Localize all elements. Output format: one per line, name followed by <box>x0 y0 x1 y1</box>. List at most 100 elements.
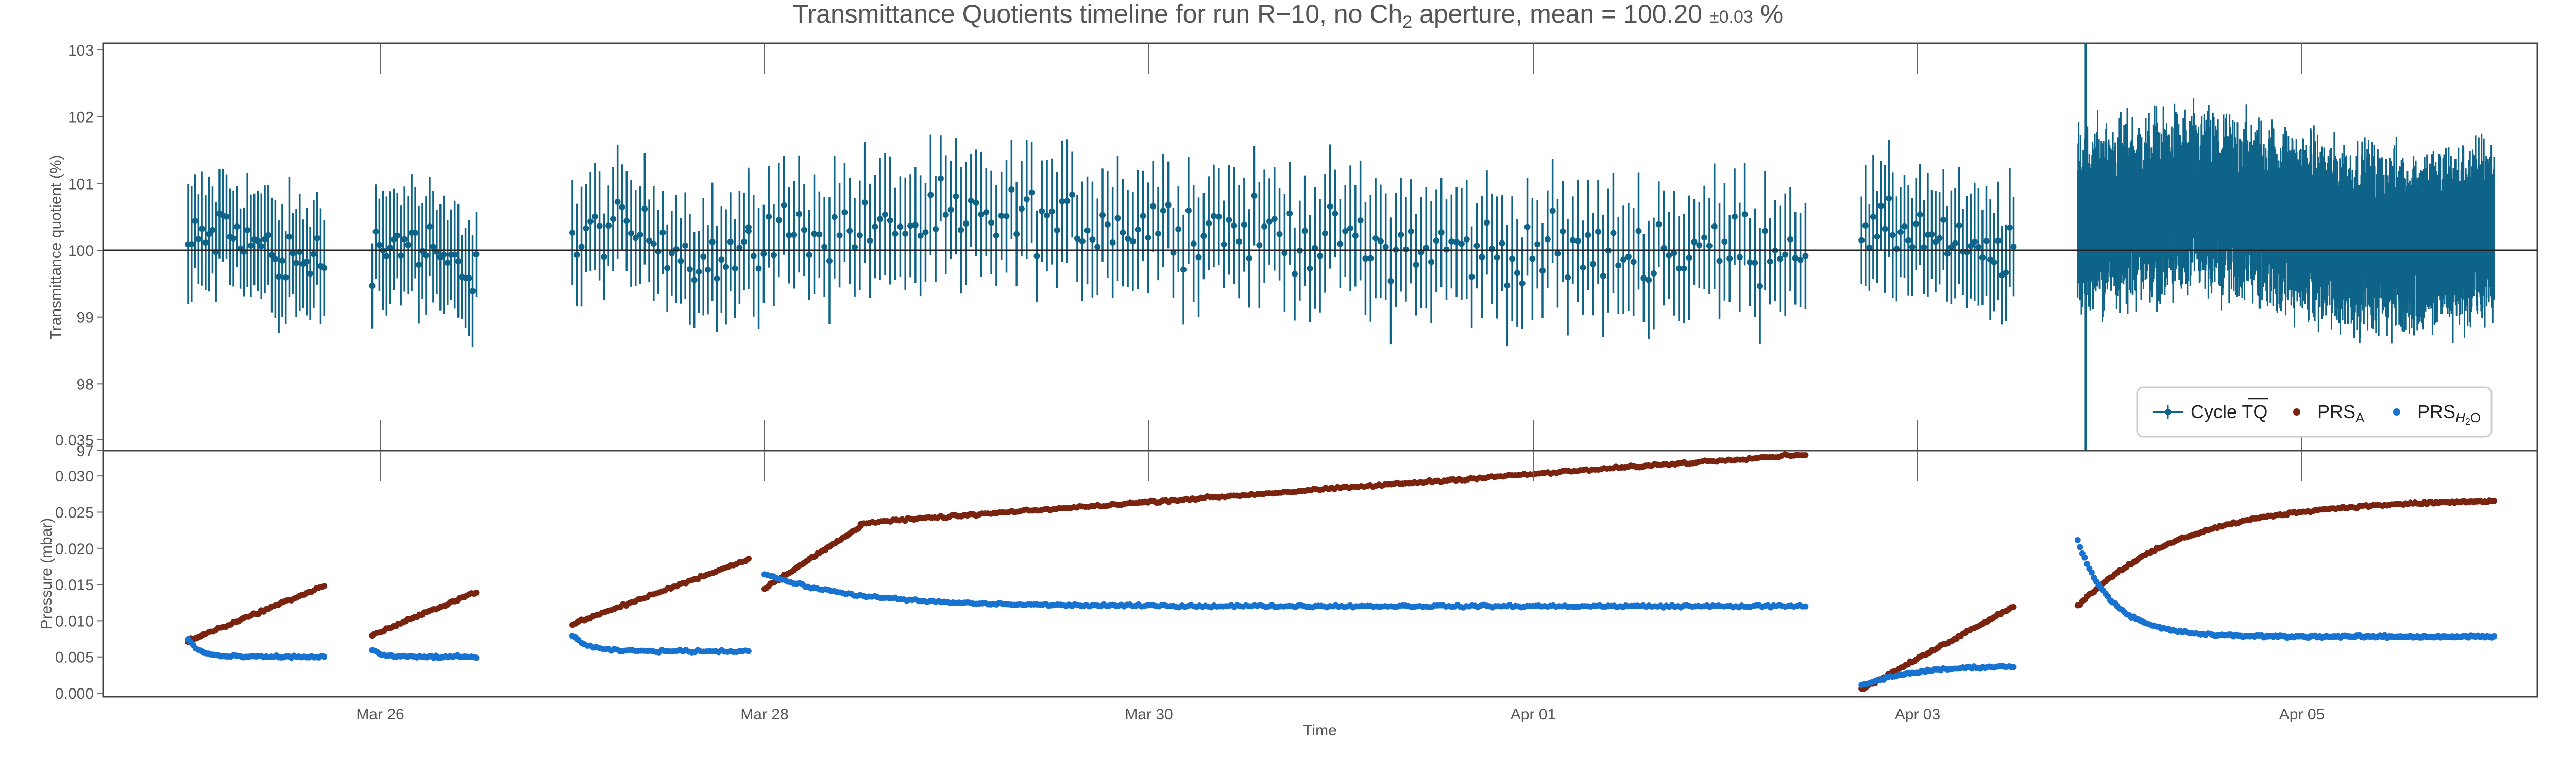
tq-point <box>1574 237 1581 244</box>
tq-point <box>1246 255 1252 262</box>
tq-point <box>1312 245 1318 251</box>
tq-point <box>760 250 767 257</box>
tq-point <box>1889 232 1896 238</box>
tq-point <box>846 228 853 234</box>
tq-point <box>206 231 212 237</box>
x-tick-label: Mar 30 <box>1125 706 1173 723</box>
tq-point <box>1519 280 1526 287</box>
tq-point <box>202 239 209 246</box>
tq-point <box>1539 267 1546 274</box>
tq-point <box>1236 238 1243 245</box>
tq-point <box>686 266 693 272</box>
tq-point <box>1185 207 1192 214</box>
legend-item-prs-h2o: PRSH2O <box>2393 401 2481 427</box>
tq-point <box>1008 186 1015 193</box>
tq-point <box>998 212 1005 219</box>
tq-point <box>1882 226 1888 232</box>
tq-point <box>1317 252 1324 259</box>
tq-point <box>958 227 964 233</box>
x-tick-label: Apr 03 <box>1895 706 1940 723</box>
tq-point <box>953 193 959 200</box>
tq-point <box>1620 256 1627 263</box>
tq-point <box>1307 265 1313 272</box>
tq-point <box>1975 244 1982 250</box>
tq-point <box>307 270 314 277</box>
tq-point <box>1003 213 1010 219</box>
prs-h2o-point <box>745 648 752 654</box>
tq-point <box>801 227 807 233</box>
tq-point <box>1600 272 1606 279</box>
tq-point <box>1676 265 1683 272</box>
tq-point <box>1109 239 1116 246</box>
tq-point <box>852 244 858 250</box>
tq-point <box>619 204 625 211</box>
tq-point <box>293 260 300 266</box>
tq-point <box>1514 270 1520 277</box>
tq-point <box>1044 212 1050 219</box>
tq-point <box>1721 238 1728 245</box>
pressure-ytick-label: 0.020 <box>55 541 94 558</box>
tq-point <box>628 230 634 236</box>
tq-point <box>1569 237 1576 244</box>
tq-point <box>310 251 317 257</box>
tq-point <box>1494 254 1500 261</box>
tq-point <box>942 211 949 218</box>
tq-point <box>195 236 202 243</box>
tq-point <box>691 277 698 283</box>
prs-a-point <box>1802 452 1809 458</box>
tq-point <box>233 223 240 230</box>
tq-point <box>387 244 394 251</box>
tq-point <box>1286 210 1293 217</box>
tq-point <box>1534 241 1541 248</box>
tq-point <box>1625 253 1632 260</box>
tq-point <box>1580 264 1586 271</box>
tq-point <box>405 242 412 248</box>
tq-point <box>750 252 757 259</box>
tq-point <box>2006 224 2013 231</box>
tq-point <box>1747 259 1753 265</box>
pressure-ylabel: Pressure (mbar) <box>38 518 55 630</box>
tq-point <box>1509 255 1516 262</box>
tq-point <box>1858 237 1865 244</box>
tq-point <box>1226 217 1232 223</box>
tq-point <box>732 265 738 272</box>
tq-point <box>583 225 589 232</box>
tq-point <box>856 232 863 239</box>
tq-point <box>440 251 447 258</box>
tq-point <box>247 242 254 249</box>
tq-point <box>1301 228 1308 234</box>
tq-point <box>314 235 320 242</box>
svg-text:PRSH2O: PRSH2O <box>2417 401 2481 427</box>
tq-point <box>1357 217 1364 224</box>
tq-point <box>718 256 725 263</box>
tq-point <box>276 273 282 280</box>
tq-point <box>1874 233 1880 240</box>
x-axis-label: Time <box>1303 722 1337 739</box>
tq-ytick-label: 98 <box>77 376 94 393</box>
tq-point <box>700 253 707 260</box>
tq-point <box>209 227 216 233</box>
tq-point <box>1266 218 1273 225</box>
tq-point <box>1342 228 1349 234</box>
tq-point <box>1479 254 1485 261</box>
tq-panel: 97 98 99 100 101 102 103 Transmittance quotien… <box>47 42 2538 460</box>
tq-point <box>1332 210 1338 217</box>
tq-point <box>1059 198 1065 204</box>
tq-point <box>1221 241 1227 248</box>
tq-ytick-label: 102 <box>68 109 94 126</box>
tq-point <box>1757 283 1764 289</box>
pressure-ytick-label: 0.015 <box>55 577 94 594</box>
tq-point <box>826 257 833 264</box>
tq-point <box>1979 254 1986 261</box>
tq-series <box>185 43 2495 451</box>
prs-a-point <box>2010 604 2017 610</box>
tq-point <box>1635 228 1642 234</box>
tq-point <box>321 265 328 271</box>
tq-point <box>867 237 873 244</box>
tq-point <box>2003 269 2009 276</box>
tq-point <box>1650 270 1657 277</box>
tq-point <box>1928 231 1935 237</box>
tq-point <box>1905 237 1912 244</box>
tq-point <box>682 242 689 249</box>
